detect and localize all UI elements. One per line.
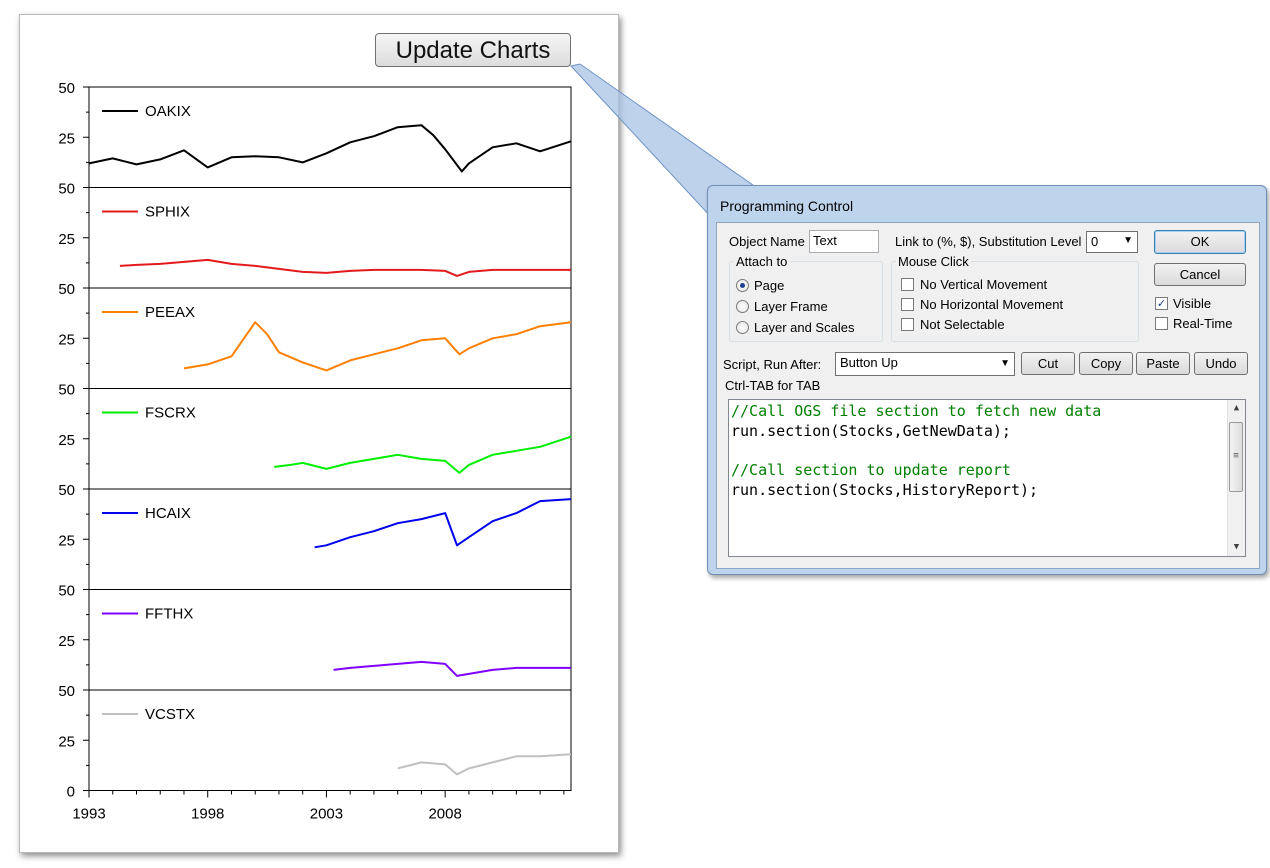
y-tick-label: 50 — [58, 80, 75, 97]
series-line — [274, 435, 572, 474]
code-line: //Call OGS file section to fetch new dat… — [731, 402, 1102, 420]
y-tick-label: 50 — [58, 281, 75, 298]
cancel-button[interactable]: Cancel — [1154, 263, 1246, 286]
legend-label: SPHIX — [145, 204, 190, 221]
series-line — [88, 124, 572, 173]
no-horizontal-movement-label: No Horizontal Movement — [920, 297, 1064, 312]
attach-to-label: Attach to — [734, 254, 790, 269]
legend-label: VCSTX — [145, 706, 195, 723]
editor-scrollbar[interactable]: ▲ ≡ ▼ — [1227, 400, 1245, 556]
programming-control-dialog: Programming Control Object Name Text Lin… — [707, 185, 1267, 575]
substitution-level-value: 0 — [1091, 234, 1099, 249]
scroll-up-icon[interactable]: ▲ — [1233, 403, 1240, 413]
not-selectable-checkbox[interactable] — [901, 318, 914, 331]
chevron-down-icon: ▼ — [1000, 358, 1010, 369]
attach-page-label: Page — [754, 278, 785, 293]
series-line — [333, 660, 571, 677]
y-tick-label: 25 — [58, 432, 75, 449]
scroll-down-icon[interactable]: ▼ — [1233, 542, 1240, 552]
legend-label: FSCRX — [145, 405, 196, 422]
y-tick-label: 50 — [58, 683, 75, 700]
undo-button[interactable]: Undo — [1194, 352, 1248, 375]
copy-button[interactable]: Copy — [1079, 352, 1133, 375]
run-after-value: Button Up — [840, 355, 898, 370]
series-line — [183, 321, 572, 372]
no-vertical-movement-checkbox[interactable] — [901, 278, 914, 291]
y-tick-label: 25 — [58, 532, 75, 549]
attach-layer-frame-label: Layer Frame — [754, 299, 828, 314]
visible-label: Visible — [1173, 296, 1212, 311]
update-charts-button[interactable]: Update Charts — [375, 33, 571, 67]
y-tick-label: 25 — [58, 231, 75, 248]
visible-checkbox[interactable]: ✓ — [1155, 297, 1168, 310]
attach-layer-scales-label: Layer and Scales — [754, 320, 855, 335]
object-name-label: Object Name — [729, 234, 805, 249]
series-line — [119, 258, 571, 277]
y-tick-label: 50 — [58, 482, 75, 499]
realtime-checkbox[interactable] — [1155, 317, 1168, 330]
script-editor[interactable]: //Call OGS file section to fetch new dat… — [728, 399, 1246, 557]
scroll-thumb[interactable]: ≡ — [1229, 422, 1243, 492]
ok-button[interactable]: OK — [1154, 230, 1246, 254]
no-vertical-movement-label: No Vertical Movement — [920, 277, 1048, 292]
legend-label: FFTHX — [145, 606, 193, 623]
code-line: run.section(Stocks,HistoryReport); — [731, 481, 1039, 499]
not-selectable-label: Not Selectable — [920, 317, 1005, 332]
realtime-label: Real-Time — [1173, 316, 1233, 331]
y-tick-label: 25 — [58, 733, 75, 750]
x-tick-label: 2008 — [428, 806, 461, 823]
code-line: //Call section to update report — [731, 461, 1011, 479]
y-tick-label: 25 — [58, 633, 75, 650]
legend-label: OAKIX — [145, 103, 191, 120]
legend-label: HCAIX — [145, 505, 191, 522]
legend-label: PEEAX — [145, 304, 195, 321]
series-line — [397, 753, 572, 776]
substitution-level-select[interactable]: 0 ▼ — [1086, 231, 1138, 253]
y-tick-label: 50 — [58, 181, 75, 198]
code-line: run.section(Stocks,GetNewData); — [731, 422, 1011, 440]
ctrl-tab-hint: Ctrl-TAB for TAB — [725, 378, 821, 393]
object-name-input[interactable]: Text — [809, 230, 879, 253]
cut-button[interactable]: Cut — [1021, 352, 1075, 375]
link-substitution-label: Link to (%, $), Substitution Level — [895, 234, 1082, 249]
attach-layer-frame-radio[interactable] — [736, 300, 749, 313]
x-tick-label: 1998 — [191, 806, 224, 823]
paste-button[interactable]: Paste — [1136, 352, 1190, 375]
attach-layer-scales-radio[interactable] — [736, 321, 749, 334]
x-tick-label: 2003 — [310, 806, 343, 823]
run-after-select[interactable]: Button Up ▼ — [835, 352, 1015, 376]
series-line — [314, 498, 572, 549]
attach-page-radio[interactable] — [736, 279, 749, 292]
mouse-click-group — [891, 261, 1139, 342]
y-tick-label: 50 — [58, 382, 75, 399]
y-tick-label: 25 — [58, 331, 75, 348]
x-tick-label: 1993 — [72, 806, 105, 823]
no-horizontal-movement-checkbox[interactable] — [901, 298, 914, 311]
y-tick-label: 25 — [58, 130, 75, 147]
dialog-title: Programming Control — [720, 198, 854, 214]
script-run-after-label: Script, Run After: — [723, 357, 822, 372]
mouse-click-label: Mouse Click — [896, 254, 971, 269]
attach-to-group — [729, 261, 883, 342]
y-tick-label: 50 — [58, 583, 75, 600]
y-tick-label: 0 — [67, 784, 75, 801]
chevron-down-icon: ▼ — [1123, 235, 1133, 246]
